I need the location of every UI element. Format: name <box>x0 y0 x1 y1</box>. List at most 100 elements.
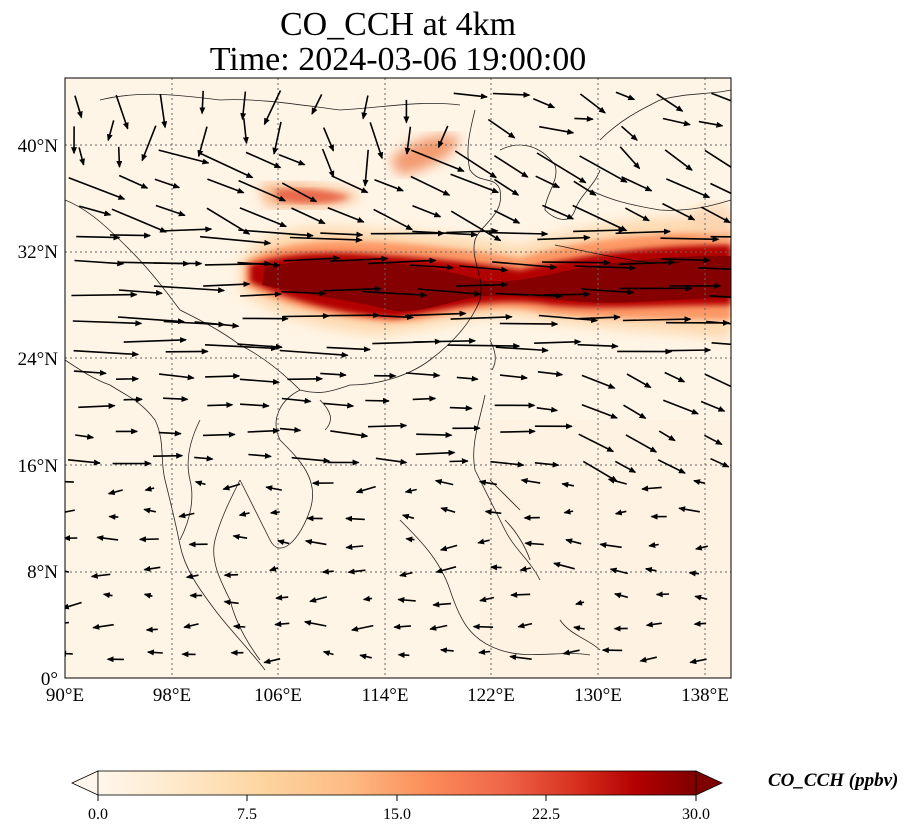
wind-arrow <box>158 430 182 437</box>
wind-arrow <box>688 570 700 577</box>
wind-arrow <box>662 117 691 127</box>
colorbar-tick-3: 22.5 <box>532 806 560 823</box>
wind-arrow <box>492 91 531 98</box>
wind-arrow <box>665 347 712 354</box>
wind-arrow <box>615 228 671 235</box>
wind-arrow <box>412 230 478 238</box>
wind-arrow <box>537 371 564 377</box>
wind-arrow <box>453 92 488 100</box>
wind-arrow <box>272 121 282 155</box>
wind-arrow <box>355 485 376 494</box>
wind-arrow <box>405 536 415 543</box>
wind-arrow <box>291 207 326 225</box>
wind-arrow <box>623 404 647 419</box>
wind-arrow <box>123 396 143 403</box>
wind-arrow <box>490 564 502 571</box>
wind-arrow <box>194 455 214 462</box>
wind-arrow <box>223 571 239 578</box>
wind-arrow <box>269 509 280 516</box>
wind-arrow <box>245 151 282 169</box>
wind-arrow <box>416 432 453 439</box>
wind-arrow <box>450 314 513 321</box>
lon-tick-138: 138°E <box>681 685 729 706</box>
wind-arrow <box>397 596 416 603</box>
wind-arrow <box>709 295 731 299</box>
wind-arrow <box>450 210 502 242</box>
wind-arrow <box>143 592 153 599</box>
wind-arrow <box>281 290 327 297</box>
wind-arrow <box>658 430 676 442</box>
wind-arrow <box>320 371 347 378</box>
colorbar <box>71 770 723 801</box>
wind-arrow <box>581 288 635 296</box>
wind-arrow <box>68 176 126 200</box>
wind-arrow <box>237 343 283 350</box>
wind-arrow <box>263 90 282 126</box>
wind-arrow <box>493 178 520 196</box>
wind-arrow <box>449 405 473 412</box>
wind-arrow <box>614 509 627 516</box>
wind-arrow <box>620 125 638 141</box>
wind-arrow <box>410 175 451 196</box>
map-title-line1: CO_CCH at 4km <box>279 6 517 43</box>
wind-arrow <box>158 149 210 165</box>
wind-arrow <box>710 457 730 468</box>
wind-arrow <box>106 120 115 142</box>
wind-arrow <box>456 375 479 382</box>
wind-arrow <box>347 568 366 575</box>
wind-arrow <box>194 480 206 487</box>
wind-arrow <box>618 259 676 266</box>
wind-arrow <box>109 232 152 239</box>
wind-arrow <box>711 92 731 104</box>
wind-arrow <box>111 208 168 233</box>
wind-arrow <box>524 540 544 547</box>
wind-arrow <box>509 654 532 661</box>
wind-arrow <box>350 624 374 632</box>
wind-arrow <box>232 623 246 630</box>
wind-arrow <box>553 561 575 570</box>
wind-arrow <box>183 623 199 629</box>
wind-arrow <box>500 428 536 435</box>
wind-arrow <box>563 508 574 515</box>
wind-arrow <box>542 204 575 220</box>
wind-arrow <box>194 321 240 329</box>
wind-arrow <box>664 149 693 171</box>
wind-arrow <box>704 149 731 169</box>
wind-arrow <box>159 373 195 381</box>
wind-arrow <box>459 265 509 273</box>
wind-arrow <box>78 147 86 166</box>
wind-arrow <box>366 314 414 321</box>
wind-arrow <box>537 234 591 241</box>
wind-arrow <box>655 591 670 598</box>
wind-arrow <box>579 93 606 114</box>
wind-arrow <box>92 623 114 630</box>
wind-arrow <box>657 459 686 474</box>
wind-arrow <box>573 625 585 632</box>
wind-arrow <box>274 621 290 628</box>
wind-arrow <box>492 261 558 270</box>
wind-arrow <box>207 178 245 194</box>
wind-arrow <box>222 483 241 491</box>
wind-arrow <box>237 261 281 268</box>
lat-tick-16: 16°N <box>17 456 58 477</box>
wind-arrow <box>240 402 270 409</box>
wind-arrow <box>573 227 626 234</box>
wind-arrow <box>536 152 587 184</box>
wind-arrow <box>362 290 428 298</box>
wind-arrow <box>621 176 653 192</box>
wind-arrow <box>664 371 686 383</box>
wind-arrow <box>446 227 499 234</box>
wind-arrow <box>429 624 448 631</box>
wind-arrow <box>72 320 143 327</box>
wind-arrow <box>160 226 213 233</box>
lat-tick-8: 8°N <box>27 562 58 583</box>
wind-arrow <box>71 291 138 298</box>
wind-arrow <box>159 93 168 129</box>
wind-arrow <box>665 178 711 199</box>
wind-arrow <box>278 154 306 166</box>
wind-arrow <box>614 460 637 474</box>
wind-arrow <box>698 120 724 128</box>
wind-arrow <box>73 349 140 358</box>
wind-arrow <box>197 126 208 158</box>
wind-arrow <box>413 337 477 344</box>
